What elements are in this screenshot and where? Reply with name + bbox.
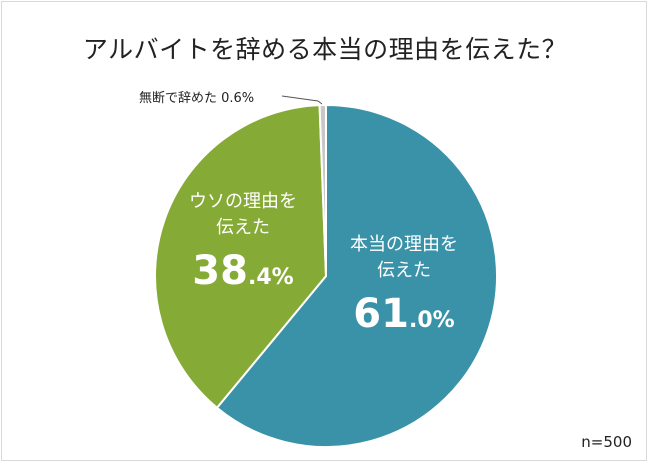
slice-label-quit: 無断で辞めた 0.6% (139, 91, 255, 106)
slice-value-lie: 38.4% (192, 248, 294, 294)
slice-label-honest-line1: 本当の理由を (350, 234, 458, 255)
slice-label-lie: ウソの理由を 伝えた 38.4% (183, 189, 303, 299)
pie-slice-0 (216, 104, 498, 448)
pie-slice-1 (154, 104, 327, 409)
pie-slice-2 (318, 103, 327, 277)
slice-label-honest: 本当の理由を 伝えた 61.0% (344, 232, 464, 342)
pie-slices (154, 103, 498, 448)
slice-label-lie-line1: ウソの理由を (189, 191, 297, 212)
slice-label-lie-line2: 伝えた (216, 217, 270, 238)
slice-label-honest-line2: 伝えた (377, 260, 431, 281)
callout-leader-line (281, 95, 323, 105)
chart-title: アルバイトを辞める本当の理由を伝えた？ (82, 35, 568, 64)
sample-size: n=500 (581, 433, 632, 451)
slice-value-honest: 61.0% (353, 291, 455, 337)
